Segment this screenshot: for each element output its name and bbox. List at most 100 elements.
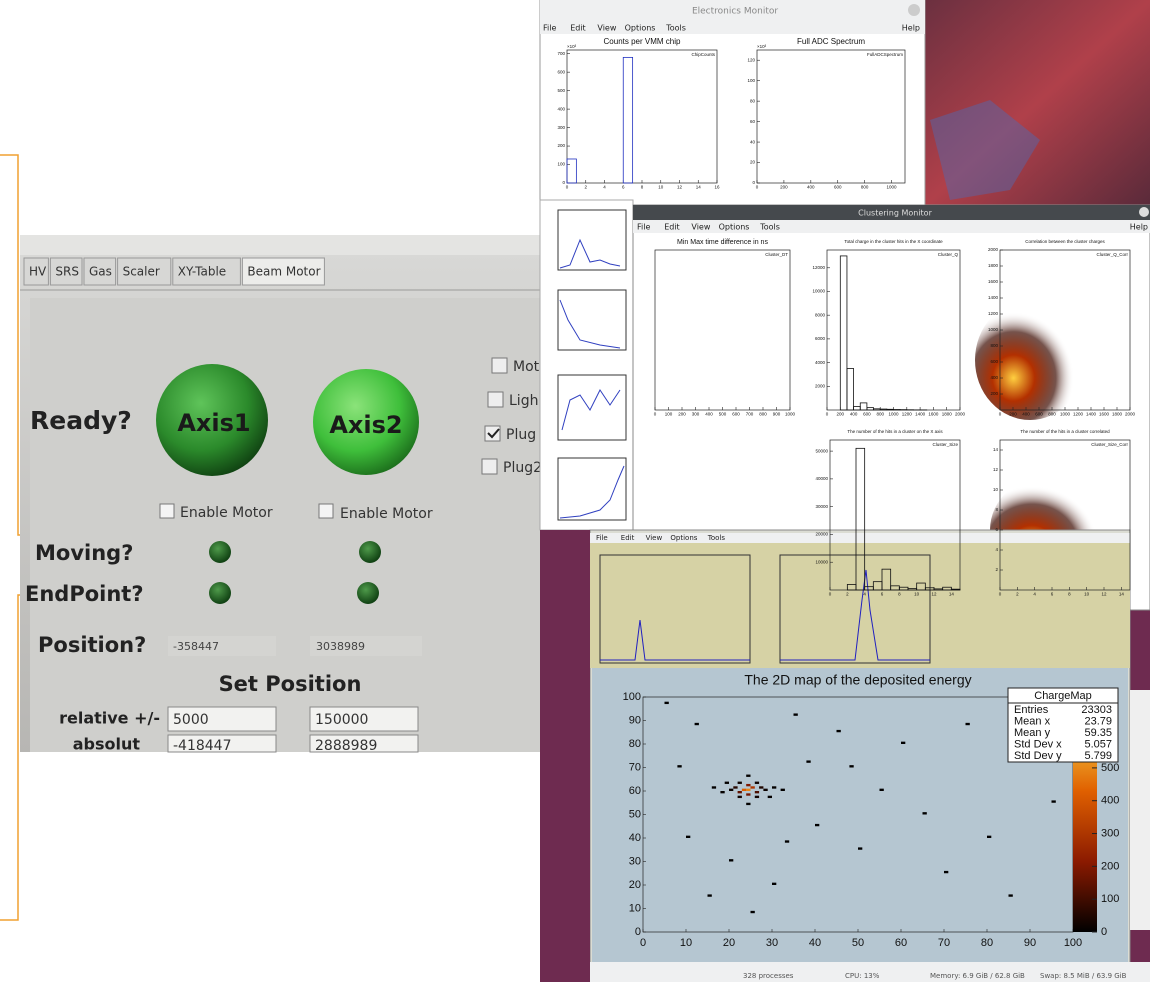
y-tick-label: 1000	[988, 327, 999, 332]
page: { "photo": { "tabs": ["HV", "SRS", "Gas"…	[0, 0, 1150, 982]
x-tick-label: 20	[723, 937, 735, 949]
x-tick-label: 1000	[888, 412, 899, 417]
x-tick-label: 1600	[1099, 412, 1110, 417]
stats-name: Cluster_Size_Corr	[1091, 442, 1128, 447]
y-tick-label: 700	[557, 51, 565, 56]
map-cell	[781, 789, 785, 791]
menu-item[interactable]: Edit	[621, 534, 635, 542]
enable-checkbox[interactable]	[160, 504, 174, 518]
menu-item[interactable]: Options	[625, 24, 656, 33]
small-panels	[540, 200, 633, 530]
set-position-heading: Set Position	[219, 672, 362, 696]
y-tick-label: 12	[993, 467, 999, 472]
x-tick-label: 12	[677, 185, 683, 190]
menu-item[interactable]: File	[637, 223, 650, 232]
stats-name: Cluster_DT	[765, 252, 788, 257]
y-tick-label: 1800	[988, 263, 999, 268]
option-checkbox[interactable]	[488, 392, 503, 407]
menu-help[interactable]: Help	[902, 24, 920, 33]
menu-item[interactable]: Tools	[665, 24, 686, 33]
menu-item[interactable]: File	[543, 24, 556, 33]
tab-label: Scaler	[123, 265, 160, 279]
option-checkbox[interactable]	[482, 459, 497, 474]
moving-led	[359, 541, 381, 563]
position-label: Position?	[38, 633, 146, 657]
menu-help[interactable]: Help	[1130, 223, 1148, 232]
x-tick-label: 12	[1101, 592, 1107, 597]
close-button[interactable]	[1139, 207, 1149, 217]
y-tick-label: 10000	[815, 559, 828, 564]
moving-label: Moving?	[35, 541, 133, 565]
map-cell	[901, 742, 905, 744]
x-tick-label: 400	[705, 412, 713, 417]
y-tick-label: 60	[629, 785, 641, 797]
map-cell	[751, 911, 755, 913]
window-title: Electronics Monitor	[692, 7, 778, 17]
menu-item[interactable]: Edit	[570, 24, 586, 33]
endpoint-led	[209, 582, 231, 604]
stats-value: 23.79	[1084, 715, 1112, 727]
position-value: 3038989	[316, 640, 365, 653]
menu-item[interactable]: Tools	[759, 223, 780, 232]
y-tick-label: 40000	[815, 476, 828, 481]
menu-item[interactable]: View	[646, 534, 663, 542]
y-tick-label: 80	[750, 98, 756, 103]
plot-title: The number of the hits in a cluster corr…	[1020, 429, 1110, 434]
x-tick-label: 100	[1064, 937, 1082, 949]
x-tick-label: 2000	[955, 412, 966, 417]
menu-item[interactable]: Options	[670, 534, 697, 542]
y-tick-label: 1200	[988, 311, 999, 316]
y-tick-label: 400	[990, 375, 998, 380]
map-cell	[763, 789, 767, 791]
x-tick-label: 1000	[1060, 412, 1071, 417]
stats-label: Mean y	[1014, 727, 1051, 739]
status-text: 328 processes	[743, 972, 794, 980]
option-label: Ligh	[509, 393, 538, 409]
photo-top	[20, 235, 540, 255]
x-tick-label: 10	[914, 592, 920, 597]
menu-item[interactable]: Edit	[664, 223, 680, 232]
y-tick-label: 10	[629, 902, 641, 914]
desktop-strip	[540, 530, 590, 982]
option-checkbox[interactable]	[492, 358, 507, 373]
x-tick-label: 70	[938, 937, 950, 949]
map-cell	[746, 784, 750, 786]
map-cell	[746, 775, 750, 777]
tab-label: HV	[29, 265, 47, 279]
y-tick-label: 600	[557, 69, 565, 74]
y-tick-label: 2000	[815, 383, 826, 388]
y-tick-label: 20	[750, 160, 756, 165]
menu-item[interactable]: View	[597, 24, 616, 33]
option-label: Mot	[513, 359, 540, 375]
map-cell	[720, 791, 724, 793]
menu-item[interactable]: View	[691, 223, 710, 232]
map-cell	[837, 730, 841, 732]
menu-item[interactable]: Options	[719, 223, 750, 232]
y-tick-label: 4000	[815, 360, 826, 365]
x-tick-label: 600	[732, 412, 740, 417]
map-cell	[794, 713, 798, 715]
map-cell	[987, 836, 991, 838]
menu-item[interactable]: File	[596, 534, 608, 542]
map-cell	[725, 782, 729, 784]
menu-item[interactable]: Tools	[707, 534, 726, 542]
status-text: Memory: 6.9 GiB / 62.8 GiB	[930, 972, 1025, 980]
x-tick-label: 40	[809, 937, 821, 949]
x-tick-label: 1400	[1086, 412, 1097, 417]
y-tick-label: 70	[629, 761, 641, 773]
y-tick-label: 600	[990, 359, 998, 364]
enable-label: Enable Motor	[340, 506, 433, 522]
stats-label: Mean x	[1014, 715, 1051, 727]
map-cell	[729, 859, 733, 861]
y-tick-label: 1400	[988, 295, 999, 300]
enable-checkbox[interactable]	[319, 504, 333, 518]
stats-value: 23303	[1081, 704, 1112, 716]
y-tick-label: 300	[557, 125, 565, 130]
enable-label: Enable Motor	[180, 505, 273, 521]
map-cell	[712, 786, 716, 788]
stats-value: 5.057	[1084, 738, 1112, 750]
option-checkbox[interactable]	[485, 426, 500, 441]
relative-value: 5000	[173, 712, 209, 728]
close-button[interactable]	[908, 4, 920, 16]
